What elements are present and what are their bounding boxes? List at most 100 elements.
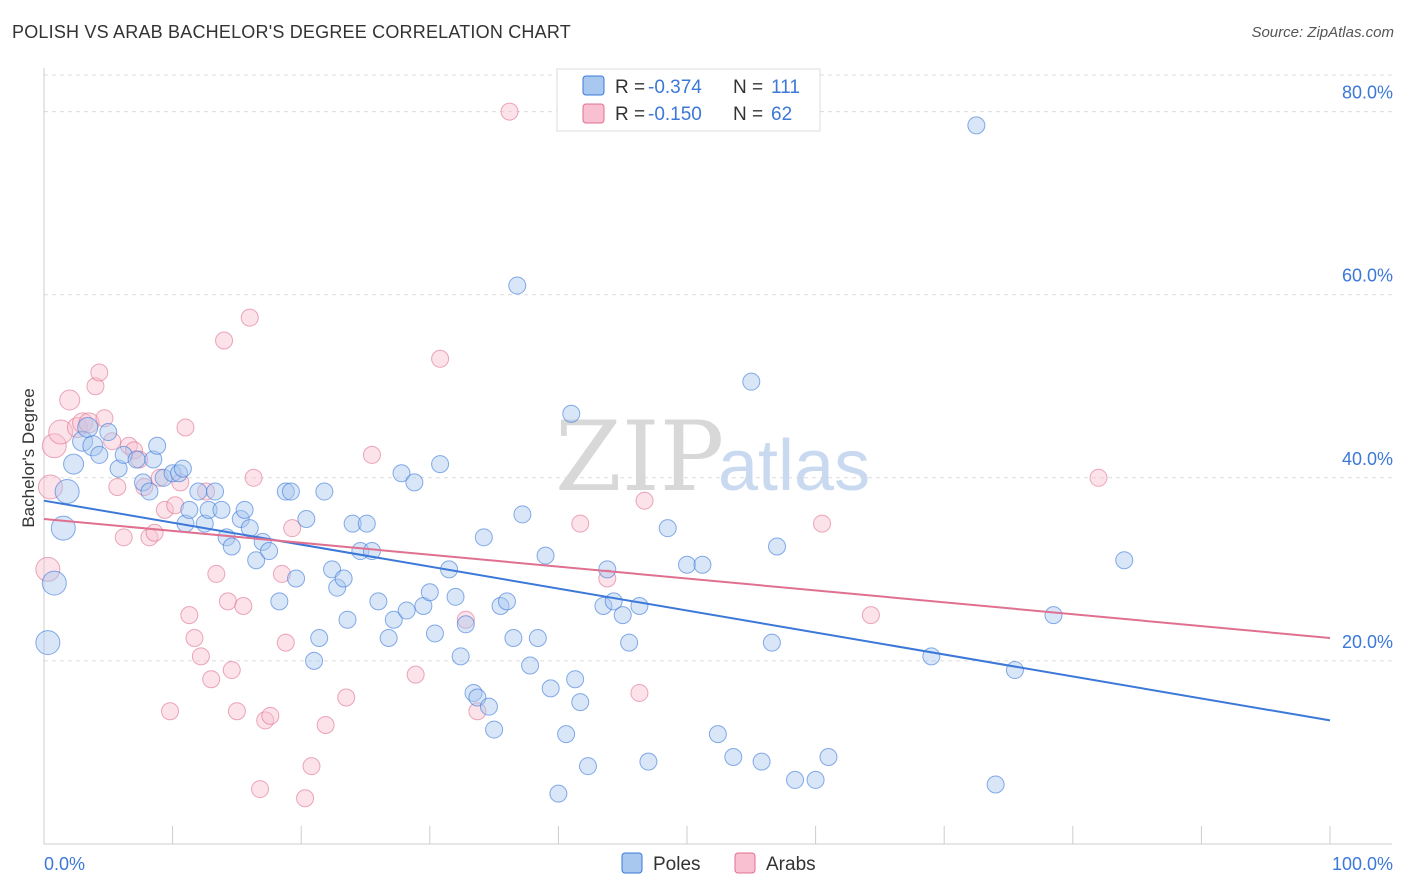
point-poles	[678, 555, 696, 574]
point-poles	[491, 596, 510, 615]
point-arabs	[90, 363, 109, 382]
point-poles	[639, 752, 658, 771]
point-poles	[425, 624, 444, 643]
point-poles	[328, 578, 347, 597]
watermark-atlas: atlas	[718, 426, 870, 506]
series-legend-swatch-poles	[621, 852, 643, 874]
series-legend-swatch-arabs	[734, 852, 756, 874]
point-arabs	[180, 606, 199, 625]
point-poles	[521, 656, 540, 675]
point-arabs	[244, 468, 263, 487]
point-poles	[247, 551, 266, 570]
trend-line-poles	[43, 499, 1331, 722]
point-poles	[504, 629, 523, 648]
point-poles	[446, 587, 465, 606]
point-poles	[420, 583, 439, 602]
point-arabs	[185, 629, 204, 648]
point-poles	[144, 450, 163, 469]
point-arabs	[456, 610, 475, 629]
point-poles	[1005, 661, 1024, 680]
point-poles	[1115, 551, 1134, 570]
point-poles	[148, 436, 167, 455]
point-arabs	[176, 418, 195, 437]
point-arabs	[276, 633, 295, 652]
point-arabs	[41, 433, 67, 459]
point-poles	[613, 606, 632, 625]
legend-r-label-poles: R =	[615, 77, 645, 98]
point-poles	[451, 647, 470, 666]
point-poles	[1044, 606, 1063, 625]
point-arabs	[155, 500, 174, 519]
point-poles	[127, 450, 146, 469]
point-poles	[819, 748, 838, 767]
legend-r-value-poles: -0.374	[648, 77, 702, 98]
point-arabs	[114, 528, 133, 547]
point-poles	[513, 505, 532, 524]
point-poles	[562, 404, 581, 423]
y-tick-label: 40.0%	[1342, 449, 1393, 469]
point-poles	[630, 596, 649, 615]
point-poles	[281, 482, 300, 501]
point-poles	[134, 473, 153, 492]
point-arabs	[218, 592, 237, 611]
point-poles	[431, 455, 450, 474]
chart-title: POLISH VS ARAB BACHELOR'S DEGREE CORRELA…	[12, 22, 571, 42]
point-poles	[571, 693, 590, 712]
point-poles	[967, 116, 986, 135]
legend-r-label-arabs: R =	[615, 104, 645, 125]
y-tick-label: 20.0%	[1342, 632, 1393, 652]
legend-swatch-poles	[582, 75, 605, 96]
point-poles	[270, 592, 289, 611]
point-arabs	[234, 596, 253, 615]
point-arabs	[337, 688, 356, 707]
legend-n-value-poles: 111	[771, 77, 800, 98]
y-axis-title: Bachelor's Degree	[19, 388, 38, 527]
point-poles	[334, 569, 353, 588]
source-label: Source: ZipAtlas.com	[1251, 24, 1394, 41]
legend-n-value-arabs: 62	[771, 104, 792, 125]
point-poles	[508, 276, 527, 295]
point-poles	[287, 569, 306, 588]
point-arabs	[240, 308, 259, 327]
series-poles	[35, 116, 1134, 803]
point-poles	[222, 537, 241, 556]
point-poles	[235, 500, 254, 519]
point-arabs	[468, 702, 487, 721]
point-poles	[566, 670, 585, 689]
point-poles	[806, 770, 825, 789]
point-arabs	[362, 445, 381, 464]
point-poles	[658, 519, 677, 538]
point-arabs	[202, 670, 221, 689]
point-arabs	[86, 377, 105, 396]
point-poles	[305, 651, 324, 670]
point-poles	[310, 629, 329, 648]
point-poles	[549, 784, 568, 803]
point-arabs	[95, 409, 114, 428]
point-poles	[343, 514, 362, 533]
point-arabs	[171, 473, 190, 492]
trend-lines	[43, 499, 1331, 722]
point-poles	[986, 775, 1005, 794]
point-poles	[474, 528, 493, 547]
point-poles	[357, 514, 376, 533]
point-arabs	[272, 564, 291, 583]
point-arabs	[251, 780, 270, 799]
point-poles	[315, 482, 334, 501]
point-arabs	[635, 491, 654, 510]
point-poles	[768, 537, 787, 556]
trend-line-arabs	[43, 518, 1331, 640]
point-poles	[173, 459, 192, 478]
point-poles	[231, 510, 250, 529]
x-tick-label-min: 0.0%	[44, 854, 85, 874]
point-arabs	[598, 569, 617, 588]
point-arabs	[103, 432, 122, 451]
point-poles	[206, 482, 225, 501]
point-poles	[557, 725, 576, 744]
point-arabs	[302, 757, 321, 776]
point-poles	[41, 570, 67, 596]
point-poles	[54, 479, 80, 505]
x-tick-label-max: 100.0%	[1332, 854, 1393, 874]
watermark: ZIP atlas	[555, 401, 870, 513]
point-poles	[724, 748, 743, 767]
